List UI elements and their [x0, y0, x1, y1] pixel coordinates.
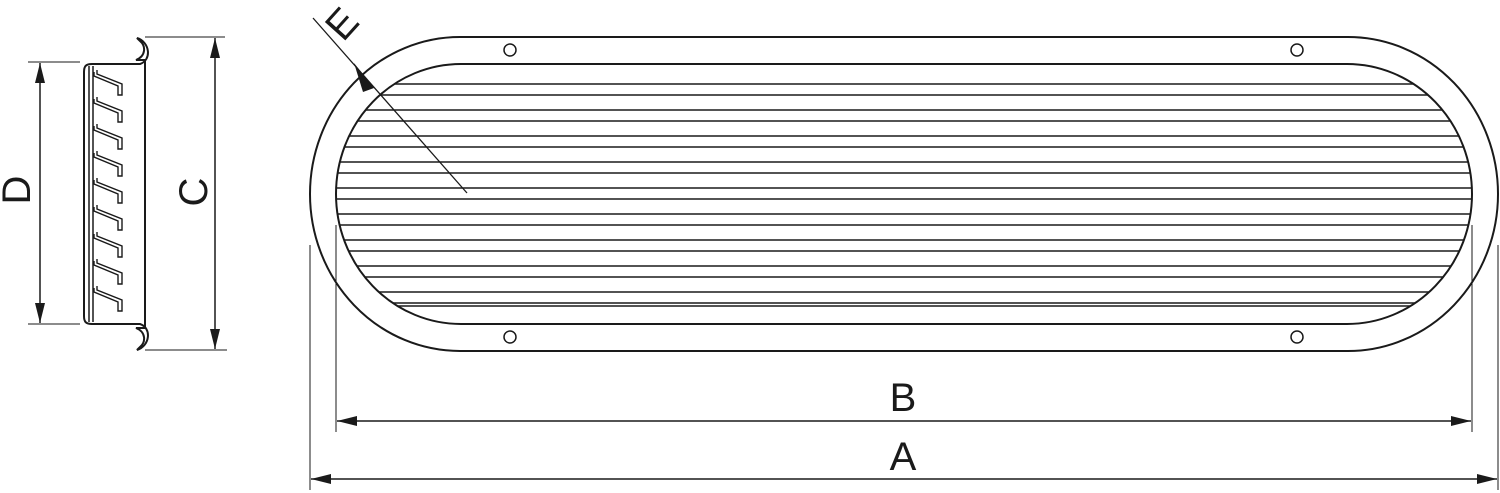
front-view: E B A: [309, 0, 1499, 490]
mounting-hole: [503, 43, 517, 57]
mounting-holes: [503, 43, 1304, 344]
label-c: C: [172, 178, 216, 207]
side-louvre: [93, 97, 123, 123]
side-view: D C: [0, 36, 227, 351]
label-d: D: [0, 176, 39, 205]
side-louvre: [93, 232, 123, 258]
side-louvre: [93, 124, 123, 150]
side-flange: [83, 37, 149, 351]
grille-area: [335, 63, 1473, 325]
side-louvre: [93, 286, 123, 312]
outer-flange: [309, 36, 1499, 352]
dimension-e-line: [312, 17, 468, 194]
mounting-hole: [1290, 43, 1304, 57]
label-e: E: [317, 0, 368, 49]
mounting-hole: [503, 330, 517, 344]
grille-slats: [336, 83, 1472, 307]
mounting-hole: [1290, 330, 1304, 344]
side-louvre: [93, 259, 123, 285]
side-louvre: [93, 151, 123, 177]
label-a: A: [890, 435, 917, 479]
side-louvre: [93, 178, 123, 204]
dimension-e-arrow: [354, 63, 374, 92]
label-b: B: [890, 376, 917, 420]
side-louvre: [93, 205, 123, 231]
side-louvre: [93, 70, 123, 96]
side-louvres: [93, 70, 123, 312]
